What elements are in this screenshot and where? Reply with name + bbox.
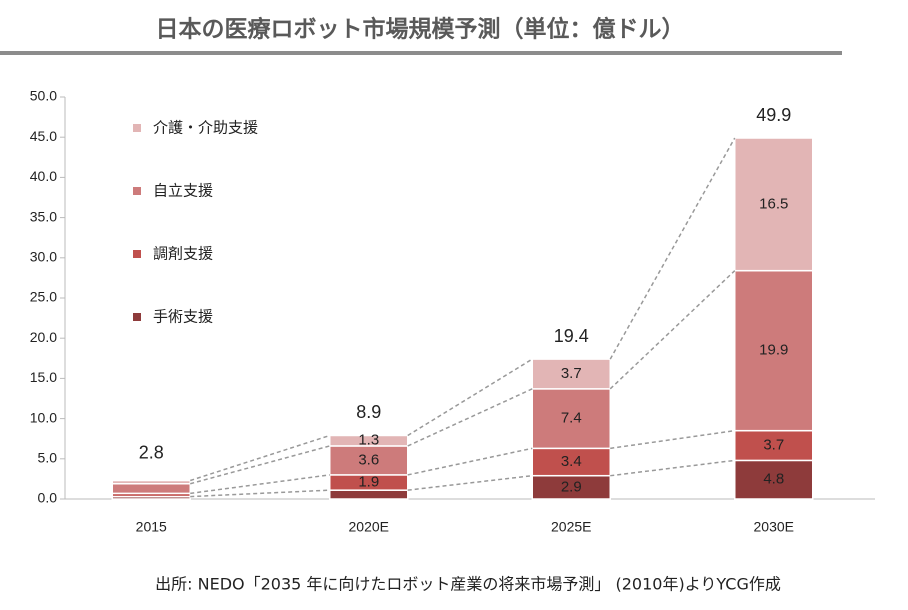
bar-segment (111, 479, 191, 485)
bar-segment (531, 447, 611, 477)
bar-segment (111, 482, 191, 495)
y-tick-label: 45.0 (30, 128, 57, 144)
bar-segment (734, 137, 814, 272)
legend-swatch (133, 124, 141, 132)
segment-label: 3.4 (561, 453, 582, 470)
connector (407, 447, 533, 476)
legend-label: 自立支援 (153, 182, 213, 200)
chart-title: 日本の医療ロボット市場規模予測（単位：億ドル） (156, 16, 685, 43)
segment-label: 1.9 (358, 473, 379, 490)
legend-swatch (133, 250, 141, 258)
legend-swatch (133, 313, 141, 321)
y-tick-label: 40.0 (30, 168, 57, 184)
segment-label: 2.9 (561, 478, 582, 495)
segment-label: 4.8 (763, 471, 784, 488)
bar-segment (531, 358, 611, 390)
connector (407, 358, 533, 437)
connector (407, 474, 533, 491)
bar-segment (734, 269, 814, 432)
connector (190, 474, 330, 495)
legend-label: 介護・介助支援 (153, 119, 258, 137)
connector (190, 434, 330, 482)
x-tick-label: 2030E (754, 519, 794, 535)
legend-label: 調剤支援 (153, 245, 213, 263)
segment-label: 7.4 (561, 410, 582, 427)
bar-segment (329, 434, 409, 447)
connector (190, 445, 330, 485)
legend-label: 手術支援 (153, 308, 213, 326)
x-tick-label: 2025E (551, 519, 591, 535)
segment-label: 16.5 (759, 195, 788, 212)
segment-label: 3.7 (561, 365, 582, 382)
y-tick-label: 15.0 (30, 369, 57, 385)
x-tick-label: 2020E (349, 519, 389, 535)
segment-label: 19.9 (759, 342, 788, 359)
source-note: 出所: NEDO「2035 年に向けたロボット産業の将来市場予測」 (2010年… (155, 575, 781, 594)
y-tick-label: 0.0 (38, 490, 58, 506)
y-tick-label: 20.0 (30, 329, 57, 345)
segment-label: 3.6 (358, 451, 379, 468)
connector (609, 137, 736, 360)
total-label: 49.9 (756, 105, 791, 125)
y-tick-label: 10.0 (30, 409, 57, 425)
segment-label: 1.3 (358, 432, 379, 449)
connector (609, 270, 736, 390)
y-tick-label: 30.0 (30, 249, 57, 265)
total-label: 19.4 (554, 326, 589, 346)
connector (407, 388, 533, 447)
y-tick-label: 5.0 (38, 450, 58, 466)
connector (610, 459, 735, 477)
legend-swatch (133, 187, 141, 195)
total-label: 2.8 (139, 442, 164, 462)
x-tick-label: 2015 (136, 519, 167, 535)
y-tick-label: 25.0 (30, 289, 57, 305)
connector (190, 489, 330, 498)
connector (610, 429, 735, 450)
total-label: 8.9 (356, 402, 381, 422)
segment-label: 3.7 (763, 437, 784, 454)
y-tick-label: 35.0 (30, 208, 57, 224)
y-tick-label: 50.0 (30, 88, 57, 104)
bar-segment (329, 489, 409, 500)
title-underline (0, 51, 842, 55)
